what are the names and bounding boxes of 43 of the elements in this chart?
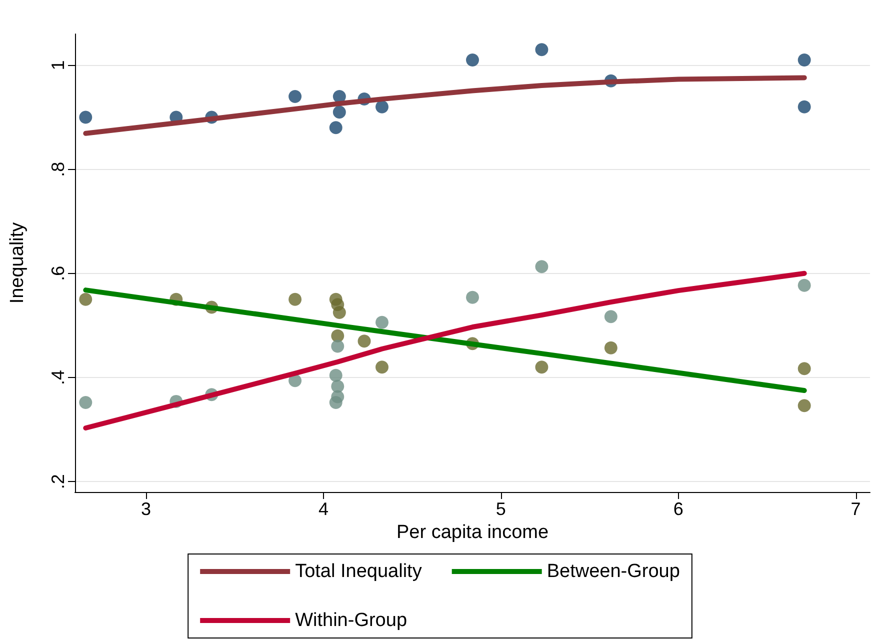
point: [79, 396, 92, 409]
point: [288, 292, 302, 306]
point: [466, 290, 479, 304]
legend-label: Within-Group: [295, 610, 408, 631]
point: [332, 90, 346, 103]
point: [358, 334, 371, 348]
point: [79, 292, 92, 306]
y-axis-title: Inequality: [7, 222, 28, 304]
x-tick-label: 4: [318, 499, 328, 519]
y-tick-label: 1: [48, 60, 68, 70]
point: [331, 340, 344, 353]
point: [604, 310, 618, 324]
legend-label: Total Inequality: [295, 561, 422, 582]
y-tick-label: .8: [48, 162, 68, 177]
point: [798, 54, 811, 67]
y-tick-label: .6: [48, 266, 68, 281]
x-tick-label: 7: [850, 499, 861, 519]
point: [798, 278, 811, 292]
point: [798, 399, 811, 412]
x-tick-label: 6: [673, 499, 684, 519]
point: [376, 360, 388, 374]
point: [79, 110, 92, 124]
point: [376, 316, 388, 329]
point: [332, 106, 346, 119]
point: [466, 54, 479, 67]
point: [329, 121, 342, 134]
point: [604, 341, 618, 354]
point: [329, 368, 342, 382]
point: [332, 306, 346, 319]
point: [798, 100, 811, 114]
legend-label: Between-Group: [546, 561, 680, 582]
point: [535, 360, 548, 374]
x-tick-label: 5: [496, 499, 506, 519]
point: [535, 43, 548, 56]
point: [329, 396, 342, 409]
point: [376, 100, 388, 114]
y-tick-label: .4: [48, 370, 68, 386]
point: [535, 260, 548, 274]
y-tick-label: .2: [48, 474, 68, 490]
x-tick-label: 3: [140, 499, 151, 519]
x-axis-title: Per capita income: [396, 522, 549, 543]
point: [288, 90, 302, 103]
point: [798, 362, 811, 376]
